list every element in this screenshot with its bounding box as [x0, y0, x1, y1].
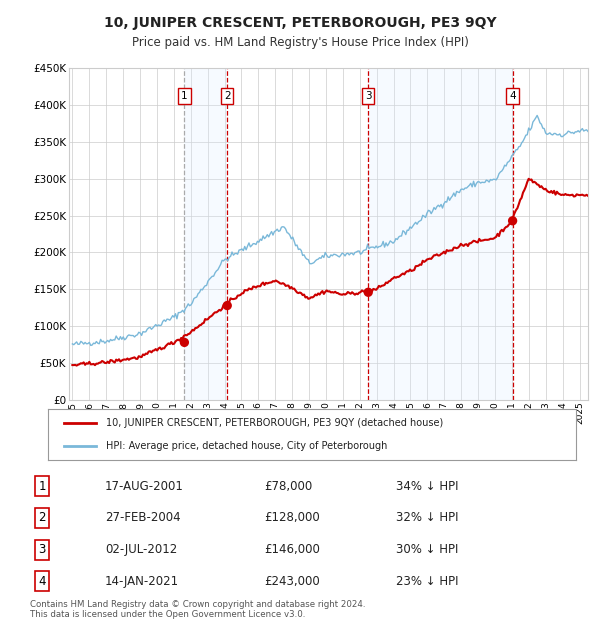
Text: £78,000: £78,000 [264, 479, 312, 492]
Text: 14-JAN-2021: 14-JAN-2021 [105, 575, 179, 588]
Text: 27-FEB-2004: 27-FEB-2004 [105, 512, 181, 525]
Text: Price paid vs. HM Land Registry's House Price Index (HPI): Price paid vs. HM Land Registry's House … [131, 36, 469, 49]
Text: Contains HM Land Registry data © Crown copyright and database right 2024.
This d: Contains HM Land Registry data © Crown c… [30, 600, 365, 619]
Text: 1: 1 [38, 479, 46, 492]
Text: 10, JUNIPER CRESCENT, PETERBOROUGH, PE3 9QY (detached house): 10, JUNIPER CRESCENT, PETERBOROUGH, PE3 … [106, 418, 443, 428]
Text: £146,000: £146,000 [264, 543, 320, 556]
Point [508, 216, 517, 226]
Bar [368, 68, 512, 400]
Text: HPI: Average price, detached house, City of Peterborough: HPI: Average price, detached house, City… [106, 441, 388, 451]
Point [364, 287, 373, 297]
Text: 32% ↓ HPI: 32% ↓ HPI [396, 512, 458, 525]
Text: 3: 3 [38, 543, 46, 556]
Text: 34% ↓ HPI: 34% ↓ HPI [396, 479, 458, 492]
Text: 4: 4 [509, 91, 516, 102]
Text: 23% ↓ HPI: 23% ↓ HPI [396, 575, 458, 588]
Text: 1: 1 [181, 91, 188, 102]
Point [179, 337, 189, 347]
Point [223, 301, 232, 311]
Text: 4: 4 [38, 575, 46, 588]
Text: £128,000: £128,000 [264, 512, 320, 525]
Text: 10, JUNIPER CRESCENT, PETERBOROUGH, PE3 9QY: 10, JUNIPER CRESCENT, PETERBOROUGH, PE3 … [104, 16, 496, 30]
Bar [184, 68, 227, 400]
Text: 30% ↓ HPI: 30% ↓ HPI [396, 543, 458, 556]
Text: 2: 2 [224, 91, 230, 102]
Text: £243,000: £243,000 [264, 575, 320, 588]
Text: 2: 2 [38, 512, 46, 525]
Text: 3: 3 [365, 91, 371, 102]
Text: 17-AUG-2001: 17-AUG-2001 [105, 479, 184, 492]
Text: 02-JUL-2012: 02-JUL-2012 [105, 543, 177, 556]
